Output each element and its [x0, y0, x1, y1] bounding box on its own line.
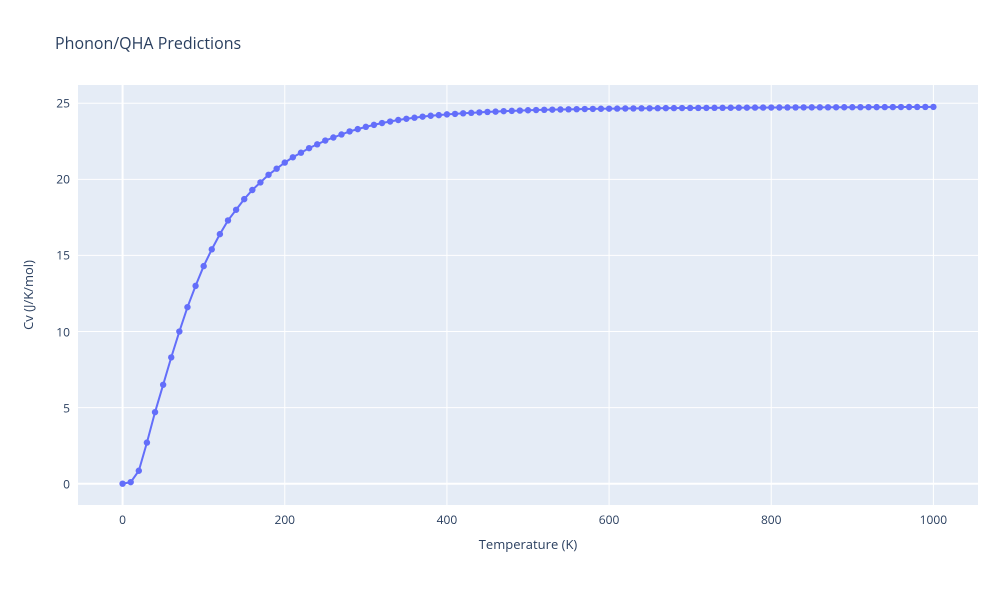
x-tick-label: 800 [761, 511, 782, 528]
y-axis-label: Cv (J/K/mol) [19, 260, 37, 330]
x-axis-label: Temperature (K) [479, 535, 578, 553]
chart-container: Phonon/QHA Predictions Temperature (K) C… [0, 0, 1000, 600]
y-tick-label: 25 [56, 95, 70, 112]
y-tick-label: 0 [63, 475, 70, 492]
plot-area[interactable] [78, 85, 978, 505]
x-tick-label: 600 [599, 511, 620, 528]
x-tick-label: 200 [274, 511, 295, 528]
y-tick-label: 10 [56, 323, 70, 340]
plot-svg [78, 85, 978, 505]
x-tick-label: 0 [119, 511, 126, 528]
y-tick-label: 5 [63, 399, 70, 416]
x-tick-label: 1000 [920, 511, 947, 528]
y-tick-label: 20 [56, 171, 70, 188]
chart-title: Phonon/QHA Predictions [55, 32, 241, 54]
x-tick-label: 400 [437, 511, 458, 528]
y-tick-label: 15 [56, 247, 70, 264]
